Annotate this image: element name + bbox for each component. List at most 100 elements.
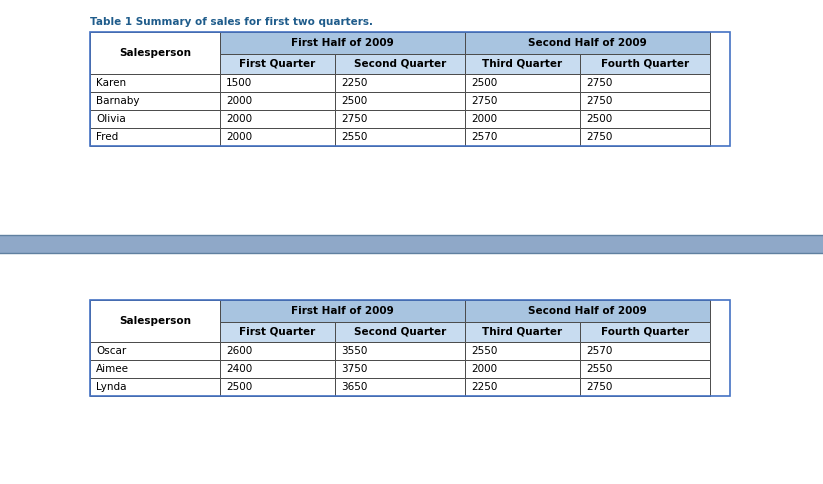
- Text: 2550: 2550: [341, 132, 367, 142]
- Text: Fourth Quarter: Fourth Quarter: [601, 59, 689, 69]
- Text: First Quarter: First Quarter: [239, 59, 316, 69]
- Bar: [220, 54, 335, 74]
- Text: Aimee: Aimee: [96, 364, 129, 374]
- Text: 2750: 2750: [471, 96, 497, 106]
- Text: Table 1 Summary of sales for first two quarters.: Table 1 Summary of sales for first two q…: [90, 17, 373, 27]
- Bar: [220, 32, 465, 54]
- Bar: [580, 378, 710, 396]
- Text: 2250: 2250: [471, 382, 497, 392]
- Bar: [465, 92, 580, 110]
- Bar: [580, 342, 710, 360]
- Text: 2000: 2000: [226, 114, 252, 124]
- Text: 2000: 2000: [226, 132, 252, 142]
- Bar: [90, 74, 220, 92]
- Text: 2750: 2750: [586, 382, 612, 392]
- Text: Second Half of 2009: Second Half of 2009: [528, 306, 647, 316]
- Bar: [90, 128, 220, 146]
- Bar: [90, 342, 220, 360]
- Bar: [465, 342, 580, 360]
- Text: 3750: 3750: [341, 364, 367, 374]
- Text: 2750: 2750: [586, 78, 612, 88]
- Text: 2570: 2570: [586, 346, 612, 356]
- Text: Lynda: Lynda: [96, 382, 127, 392]
- Bar: [90, 32, 220, 74]
- Bar: [90, 300, 220, 342]
- Bar: [220, 322, 335, 342]
- Text: 2000: 2000: [226, 96, 252, 106]
- Bar: [335, 342, 465, 360]
- Text: Fourth Quarter: Fourth Quarter: [601, 327, 689, 337]
- Text: Barnaby: Barnaby: [96, 96, 140, 106]
- Bar: [580, 54, 710, 74]
- Text: 2750: 2750: [586, 96, 612, 106]
- Text: 2500: 2500: [226, 382, 253, 392]
- Bar: [465, 322, 580, 342]
- Text: 2500: 2500: [471, 78, 497, 88]
- Text: 1500: 1500: [226, 78, 253, 88]
- Bar: [90, 300, 730, 396]
- Text: 2550: 2550: [586, 364, 612, 374]
- Bar: [90, 32, 730, 146]
- Bar: [465, 378, 580, 396]
- Text: 3650: 3650: [341, 382, 367, 392]
- Bar: [465, 54, 580, 74]
- Bar: [220, 128, 335, 146]
- Text: 3550: 3550: [341, 346, 367, 356]
- Text: 2570: 2570: [471, 132, 497, 142]
- Bar: [335, 322, 465, 342]
- Bar: [335, 54, 465, 74]
- Bar: [90, 360, 220, 378]
- Bar: [335, 74, 465, 92]
- Text: Salesperson: Salesperson: [119, 316, 191, 326]
- Bar: [580, 74, 710, 92]
- Text: 2500: 2500: [341, 96, 367, 106]
- Text: Olivia: Olivia: [96, 114, 126, 124]
- Text: First Half of 2009: First Half of 2009: [291, 306, 394, 316]
- Bar: [90, 110, 220, 128]
- Bar: [465, 74, 580, 92]
- Text: 2400: 2400: [226, 364, 253, 374]
- Bar: [465, 128, 580, 146]
- Text: 2750: 2750: [586, 132, 612, 142]
- Text: Third Quarter: Third Quarter: [482, 327, 563, 337]
- Bar: [220, 92, 335, 110]
- Bar: [90, 92, 220, 110]
- Text: First Quarter: First Quarter: [239, 327, 316, 337]
- Bar: [220, 360, 335, 378]
- Text: Salesperson: Salesperson: [119, 48, 191, 58]
- Bar: [335, 92, 465, 110]
- Text: Oscar: Oscar: [96, 346, 126, 356]
- Bar: [0, 235, 823, 253]
- Bar: [335, 128, 465, 146]
- Text: Karen: Karen: [96, 78, 126, 88]
- Text: Second Quarter: Second Quarter: [354, 59, 446, 69]
- Text: First Half of 2009: First Half of 2009: [291, 38, 394, 48]
- Bar: [335, 110, 465, 128]
- Bar: [335, 378, 465, 396]
- Bar: [580, 110, 710, 128]
- Text: 2600: 2600: [226, 346, 253, 356]
- Text: 2000: 2000: [471, 114, 497, 124]
- Bar: [220, 300, 465, 322]
- Text: 2250: 2250: [341, 78, 367, 88]
- Bar: [465, 300, 710, 322]
- Bar: [465, 32, 710, 54]
- Text: 2550: 2550: [471, 346, 497, 356]
- Bar: [465, 360, 580, 378]
- Bar: [220, 110, 335, 128]
- Bar: [580, 360, 710, 378]
- Bar: [90, 378, 220, 396]
- Bar: [220, 378, 335, 396]
- Bar: [580, 128, 710, 146]
- Text: Third Quarter: Third Quarter: [482, 59, 563, 69]
- Bar: [220, 74, 335, 92]
- Text: Fred: Fred: [96, 132, 119, 142]
- Bar: [335, 360, 465, 378]
- Text: 2750: 2750: [341, 114, 367, 124]
- Text: 2000: 2000: [471, 364, 497, 374]
- Text: 2500: 2500: [586, 114, 612, 124]
- Text: Second Half of 2009: Second Half of 2009: [528, 38, 647, 48]
- Text: Second Quarter: Second Quarter: [354, 327, 446, 337]
- Bar: [465, 110, 580, 128]
- Bar: [580, 92, 710, 110]
